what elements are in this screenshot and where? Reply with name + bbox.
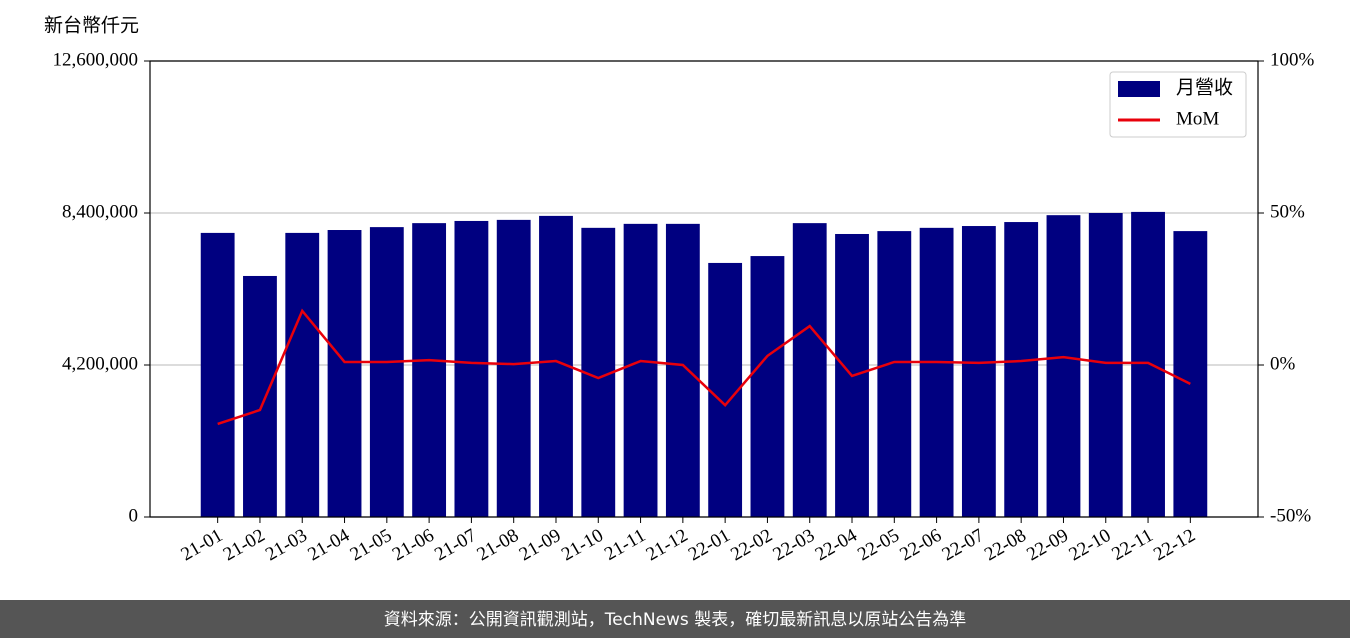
y2-tick-label: -50%: [1270, 505, 1311, 526]
x-tick-label: 22-12: [1150, 525, 1199, 565]
legend-label: 月營收: [1176, 76, 1233, 98]
bar: [243, 275, 277, 517]
bar: [1088, 213, 1123, 517]
x-tick-label: 22-04: [812, 525, 861, 566]
x-tick-label: 21-05: [347, 525, 396, 565]
legend: 月營收 MoM: [1109, 71, 1247, 138]
bar: [877, 231, 912, 517]
y-axis-label: 新台幣仟元: [44, 14, 139, 36]
x-tick-label: 21-06: [389, 525, 438, 565]
x-tick-label: 21-12: [643, 525, 692, 565]
x-tick-label: 22-01: [685, 525, 734, 565]
bar: [1004, 222, 1039, 518]
bar: [412, 223, 447, 517]
x-tick-label: 21-04: [304, 525, 353, 566]
bar: [665, 223, 700, 517]
bar: [1173, 231, 1208, 517]
x-tick-label: 22-09: [1023, 525, 1072, 565]
x-tick-label: 22-10: [1066, 525, 1115, 565]
x-tick-label: 21-09: [516, 525, 565, 565]
y2-tick-label: 50%: [1270, 201, 1305, 222]
source-note: 資料來源：公開資訊觀測站，TechNews 製表，確切最新訊息以原站公告為準: [384, 610, 966, 630]
bar: [454, 220, 489, 517]
bar: [200, 232, 235, 517]
bar: [285, 232, 320, 517]
y-tick-label: 12,600,000: [53, 49, 139, 70]
x-tick-label: 21-11: [601, 525, 649, 565]
x-tick-label: 22-03: [770, 525, 819, 565]
legend-label: MoM: [1176, 108, 1219, 129]
bar: [327, 230, 362, 517]
plot-frame: [149, 60, 1259, 518]
bar: [1046, 215, 1081, 517]
bar: [1131, 211, 1165, 517]
x-tick-label: 22-06: [896, 525, 945, 565]
y2-tick-label: 100%: [1270, 49, 1315, 70]
bar: [750, 256, 785, 517]
y-tick-label: 0: [129, 505, 139, 526]
bar: [919, 227, 954, 518]
mom-line: [217, 308, 1191, 426]
y-tick-label: 8,400,000: [62, 201, 138, 222]
x-tick-label: 21-03: [262, 525, 311, 565]
bar: [496, 219, 531, 517]
bar: [961, 226, 996, 517]
bar: [369, 227, 404, 517]
x-tick-label: 22-07: [939, 525, 988, 565]
x-tick-label: 22-11: [1108, 525, 1156, 565]
x-tick-label: 22-02: [727, 525, 776, 565]
bar: [623, 223, 658, 517]
bar: [708, 262, 743, 517]
x-tick-label: 21-08: [473, 525, 522, 565]
footer-bar: [0, 600, 1350, 638]
x-tick-label: 22-08: [981, 525, 1030, 565]
y2-tick-label: 0%: [1270, 353, 1296, 374]
x-tick-label: 22-05: [854, 525, 903, 565]
bar: [792, 223, 827, 517]
legend-swatch: [1118, 81, 1160, 97]
x-tick-label: 21-02: [220, 525, 269, 565]
x-tick-label: 21-10: [558, 525, 607, 565]
x-tick-label: 21-01: [177, 525, 226, 565]
y-tick-label: 4,200,000: [62, 353, 138, 374]
x-tick-label: 21-07: [431, 525, 480, 565]
